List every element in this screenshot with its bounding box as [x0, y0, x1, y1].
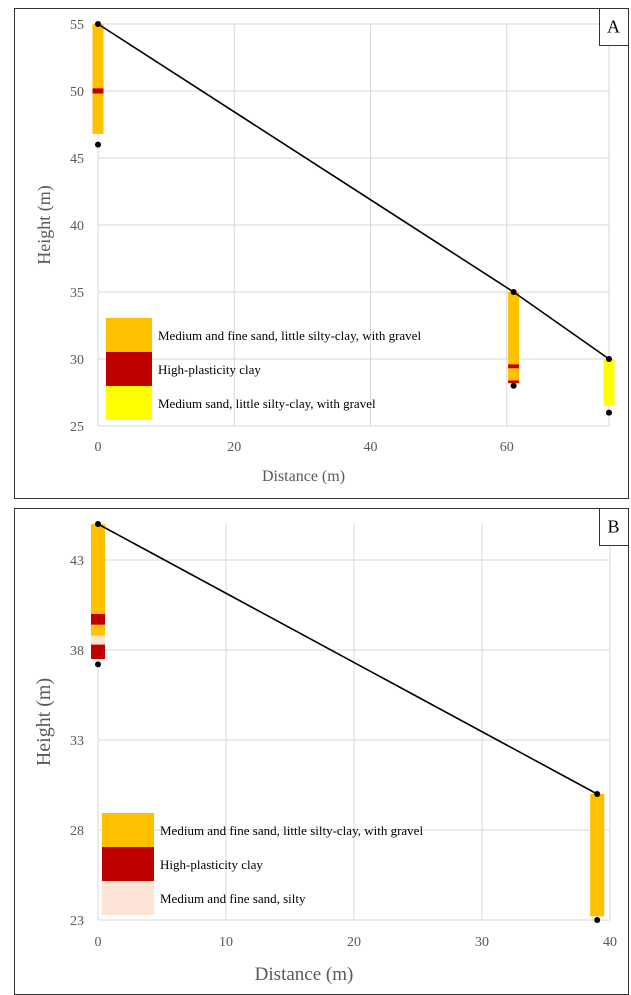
- borehole-layer: [92, 93, 104, 134]
- borehole-bottom-point: [594, 917, 601, 923]
- legend-swatch: [102, 813, 154, 847]
- x-tick-label: 0: [95, 935, 102, 950]
- borehole-bottom-point: [95, 141, 101, 148]
- x-tick-label: 60: [500, 440, 514, 455]
- profile-point: [95, 21, 101, 27]
- chart-frame: [14, 8, 629, 499]
- legend-label: High-plasticity clay: [158, 362, 261, 377]
- x-tick-label: 40: [603, 935, 617, 950]
- chart-panel-a: 0 20 40 60 25 30 35 40 45 50 55 Distance (m) Height …: [14, 8, 629, 499]
- x-tick-label: 20: [347, 935, 361, 950]
- legend-swatch: [106, 318, 152, 352]
- borehole-layer: [508, 292, 520, 365]
- surface-profile-line: [97, 523, 598, 795]
- borehole-layer: [508, 368, 520, 381]
- x-tick-label: 0: [95, 440, 102, 455]
- x-axis-label: Distance (m): [262, 468, 345, 485]
- borehole-layer: [91, 524, 105, 614]
- y-tick-label: 35: [70, 286, 84, 301]
- panel-label-box: [599, 508, 629, 546]
- x-tick-label: 10: [219, 935, 233, 950]
- y-tick-label: 45: [70, 152, 84, 167]
- borehole-layer: [91, 614, 105, 625]
- y-axis-label: Height (m): [34, 185, 55, 264]
- legend-label: Medium and fine sand, little silty-clay,…: [160, 823, 423, 838]
- profile-point: [510, 289, 517, 295]
- borehole-layer: [92, 24, 104, 89]
- borehole-layer: [92, 88, 104, 94]
- borehole-layer: [508, 380, 520, 384]
- y-tick-label: 55: [70, 18, 84, 33]
- legend-swatch: [102, 881, 154, 915]
- borehole-layer: [508, 364, 520, 369]
- x-tick-label: 20: [227, 440, 241, 455]
- y-tick-label: 23: [70, 914, 84, 929]
- y-tick-label: 50: [70, 85, 84, 100]
- legend-label: Medium and fine sand, silty: [160, 891, 306, 906]
- chart-frame: [14, 508, 629, 995]
- legend-swatch: [106, 386, 152, 420]
- borehole-bottom-point: [606, 409, 612, 416]
- profile-point: [594, 791, 601, 797]
- y-tick-label: 40: [70, 219, 84, 234]
- legend-swatch: [106, 352, 152, 386]
- borehole-layer: [590, 794, 605, 917]
- y-tick-label: 25: [70, 420, 84, 435]
- y-tick-label: 33: [70, 734, 84, 749]
- y-tick-label: 43: [70, 554, 84, 569]
- legend-label: High-plasticity clay: [160, 857, 263, 872]
- x-axis-label: Distance (m): [255, 964, 354, 985]
- x-tick-label: 30: [475, 935, 489, 950]
- profile-point: [606, 356, 612, 362]
- y-axis-label: Height (m): [33, 678, 55, 766]
- borehole-layer: [91, 644, 105, 659]
- borehole-layer: [603, 359, 615, 406]
- y-tick-label: 30: [70, 353, 84, 368]
- legend-swatch: [102, 847, 154, 881]
- panel-label-box: [599, 8, 629, 46]
- legend-label: Medium and fine sand, little silty-clay,…: [158, 328, 421, 343]
- borehole-bottom-point: [510, 382, 517, 389]
- borehole-bottom-point: [95, 661, 101, 668]
- panel-label: A: [607, 17, 620, 37]
- borehole-layer: [91, 635, 105, 645]
- x-tick-label: 40: [364, 440, 378, 455]
- y-tick-label: 28: [70, 824, 84, 839]
- y-tick-label: 38: [70, 644, 84, 659]
- borehole-layer: [91, 624, 105, 636]
- profile-point: [95, 521, 101, 527]
- chart-panel-b: 0 10 20 30 40 23 28 33 38 43 Distance (m) Height (m…: [14, 508, 629, 995]
- legend-label: Medium sand, little silty-clay, with gra…: [158, 396, 376, 411]
- panel-label: B: [607, 517, 619, 537]
